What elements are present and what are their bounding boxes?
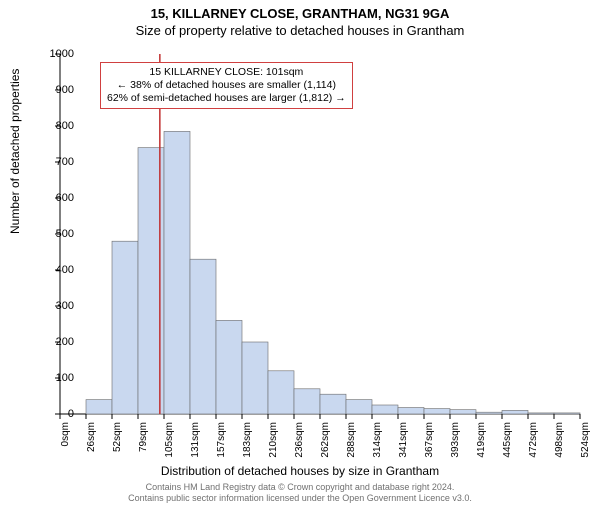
x-tick-label: 210sqm [268, 422, 279, 462]
chart-title-address: 15, KILLARNEY CLOSE, GRANTHAM, NG31 9GA [0, 6, 600, 21]
y-tick-label: 900 [34, 84, 74, 96]
y-tick-label: 300 [34, 300, 74, 312]
annotation-line: ← 38% of detached houses are smaller (1,… [107, 79, 346, 92]
footer-line: Contains public sector information licen… [0, 493, 600, 504]
x-tick-label: 131sqm [190, 422, 201, 462]
y-tick-label: 0 [34, 408, 74, 420]
x-tick-label: 26sqm [86, 422, 97, 462]
x-tick-label: 52sqm [112, 422, 123, 462]
chart-container: 15, KILLARNEY CLOSE, GRANTHAM, NG31 9GA … [0, 6, 600, 506]
x-tick-label: 183sqm [242, 422, 253, 462]
annotation-box: 15 KILLARNEY CLOSE: 101sqm ← 38% of deta… [100, 62, 353, 109]
y-tick-label: 700 [34, 156, 74, 168]
x-tick-label: 262sqm [320, 422, 331, 462]
x-tick-label: 341sqm [398, 422, 409, 462]
x-tick-label: 498sqm [554, 422, 565, 462]
annotation-line: 15 KILLARNEY CLOSE: 101sqm [107, 66, 346, 79]
x-tick-label: 157sqm [216, 422, 227, 462]
y-tick-label: 100 [34, 372, 74, 384]
x-tick-label: 419sqm [476, 422, 487, 462]
x-tick-label: 445sqm [502, 422, 513, 462]
y-tick-label: 200 [34, 336, 74, 348]
x-tick-label: 367sqm [424, 422, 435, 462]
x-tick-label: 314sqm [372, 422, 383, 462]
y-tick-label: 800 [34, 120, 74, 132]
x-axis-label: Distribution of detached houses by size … [0, 464, 600, 478]
y-axis-label: Number of detached properties [8, 69, 22, 234]
x-tick-label: 236sqm [294, 422, 305, 462]
footer-line: Contains HM Land Registry data © Crown c… [0, 482, 600, 493]
y-tick-label: 1000 [34, 48, 74, 60]
footer-attribution: Contains HM Land Registry data © Crown c… [0, 482, 600, 504]
x-tick-label: 393sqm [450, 422, 461, 462]
x-tick-label: 288sqm [346, 422, 357, 462]
y-tick-label: 600 [34, 192, 74, 204]
chart-title-sub: Size of property relative to detached ho… [0, 23, 600, 38]
x-tick-label: 472sqm [528, 422, 539, 462]
annotation-line: 62% of semi-detached houses are larger (… [107, 92, 346, 105]
y-tick-label: 400 [34, 264, 74, 276]
x-tick-label: 105sqm [164, 422, 175, 462]
y-tick-label: 500 [34, 228, 74, 240]
x-tick-label: 524sqm [580, 422, 591, 462]
plot-area: 15 KILLARNEY CLOSE: 101sqm ← 38% of deta… [60, 54, 580, 414]
x-tick-label: 0sqm [60, 422, 71, 462]
x-tick-label: 79sqm [138, 422, 149, 462]
